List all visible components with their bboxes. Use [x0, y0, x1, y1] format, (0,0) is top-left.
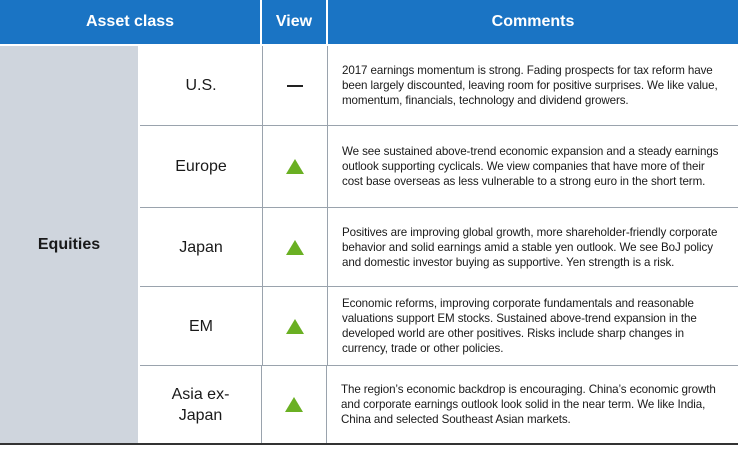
table-row: Europe We see sustained above-trend econ… — [140, 126, 738, 208]
comment-text: 2017 earnings momentum is strong. Fading… — [342, 64, 718, 107]
asset-label: Japan — [140, 208, 263, 286]
view-cell — [262, 366, 327, 443]
asset-label: EM — [140, 287, 263, 365]
view-cell — [263, 287, 328, 365]
table-body: U.S. 2017 earnings momentum is strong. F… — [140, 46, 738, 443]
dash-icon — [287, 84, 303, 87]
table-row: EM Economic reforms, improving corporate… — [140, 287, 738, 366]
table-row: Asia ex-Japan The region’s economic back… — [140, 366, 738, 443]
asset-label: Asia ex-Japan — [140, 366, 262, 443]
up-triangle-icon — [285, 397, 303, 412]
view-cell — [263, 46, 328, 125]
comment-text: Positives are improving global growth, m… — [342, 225, 718, 269]
up-triangle-icon — [286, 318, 304, 334]
category-cell: Equities — [0, 46, 138, 443]
header-asset-class: Asset class — [0, 0, 260, 44]
header-view: View — [262, 0, 326, 44]
table-bottom-rule — [0, 443, 738, 445]
up-triangle-icon — [286, 159, 304, 174]
header-comments: Comments — [328, 0, 738, 44]
view-cell — [263, 126, 328, 207]
up-triangle-icon — [286, 239, 304, 255]
table-row: Japan Positives are improving global gro… — [140, 208, 738, 287]
category-label: Equities — [37, 235, 101, 253]
asset-label: U.S. — [140, 46, 263, 125]
table-header: Asset class View Comments — [0, 0, 738, 44]
view-cell — [263, 208, 328, 286]
comment-text: We see sustained above-trend economic ex… — [342, 145, 719, 188]
comment-text: The region’s economic backdrop is encour… — [341, 383, 716, 426]
asset-label: Europe — [140, 126, 263, 207]
comment-text: Economic reforms, improving corporate fu… — [342, 297, 697, 355]
table-row: U.S. 2017 earnings momentum is strong. F… — [140, 46, 738, 126]
